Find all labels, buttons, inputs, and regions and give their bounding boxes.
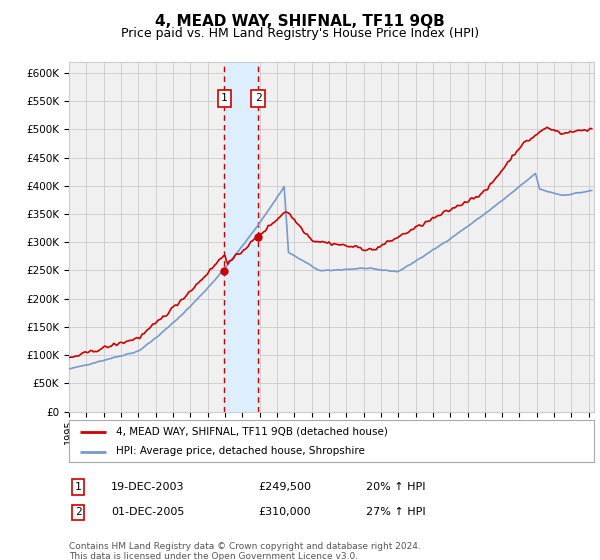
Text: 20% ↑ HPI: 20% ↑ HPI [366, 482, 425, 492]
Text: Contains HM Land Registry data © Crown copyright and database right 2024.
This d: Contains HM Land Registry data © Crown c… [69, 542, 421, 560]
Text: 1: 1 [74, 482, 82, 492]
Text: 4, MEAD WAY, SHIFNAL, TF11 9QB: 4, MEAD WAY, SHIFNAL, TF11 9QB [155, 14, 445, 29]
Text: 2: 2 [74, 507, 82, 517]
Text: Price paid vs. HM Land Registry's House Price Index (HPI): Price paid vs. HM Land Registry's House … [121, 27, 479, 40]
Text: 2: 2 [255, 94, 262, 103]
Text: 19-DEC-2003: 19-DEC-2003 [111, 482, 185, 492]
Text: 1: 1 [221, 94, 227, 103]
Text: 4, MEAD WAY, SHIFNAL, TF11 9QB (detached house): 4, MEAD WAY, SHIFNAL, TF11 9QB (detached… [116, 427, 388, 437]
Text: £249,500: £249,500 [258, 482, 311, 492]
Text: 01-DEC-2005: 01-DEC-2005 [111, 507, 184, 517]
Bar [224, 62, 258, 412]
Text: 27% ↑ HPI: 27% ↑ HPI [366, 507, 425, 517]
Text: HPI: Average price, detached house, Shropshire: HPI: Average price, detached house, Shro… [116, 446, 365, 456]
Text: £310,000: £310,000 [258, 507, 311, 517]
